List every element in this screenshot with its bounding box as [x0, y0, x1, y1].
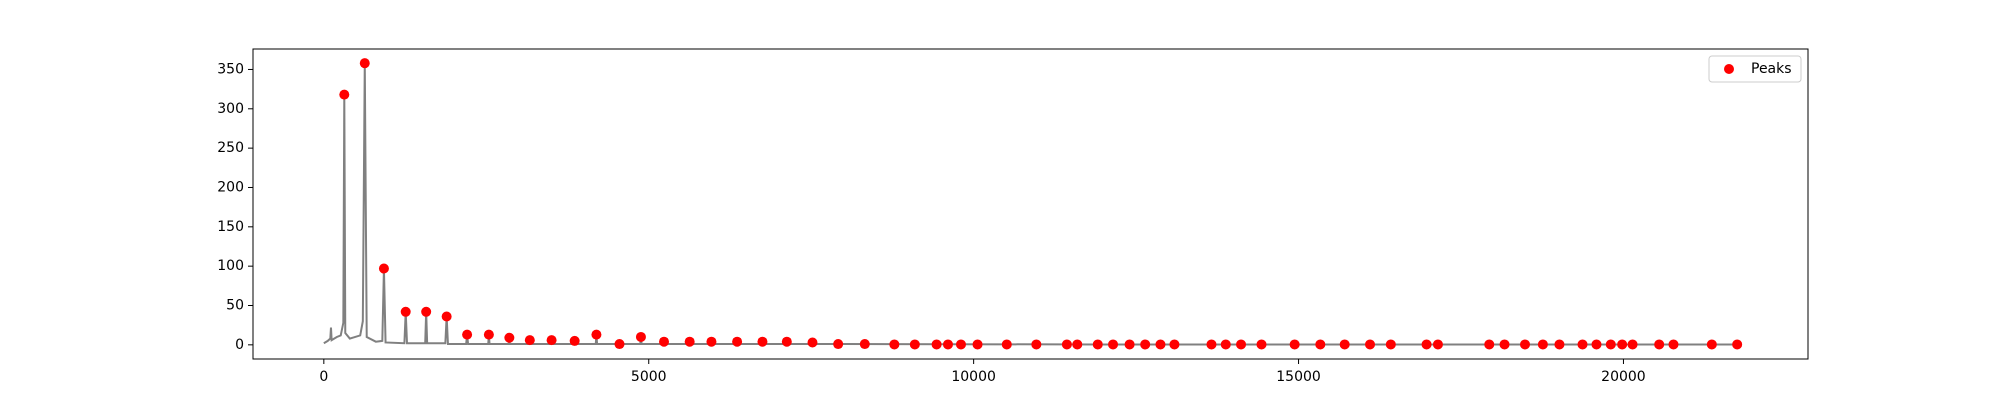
- peak-marker: [546, 335, 557, 346]
- legend-marker: [1724, 64, 1734, 74]
- peak-marker: [732, 336, 743, 347]
- peak-marker: [1289, 339, 1300, 350]
- peak-marker: [462, 329, 473, 340]
- peak-marker: [1365, 339, 1376, 350]
- peak-marker: [524, 335, 535, 346]
- x-tick-label: 15000: [1276, 369, 1321, 385]
- y-tick-label: 100: [217, 258, 244, 274]
- peak-marker: [1421, 339, 1432, 350]
- peak-marker: [1236, 339, 1247, 350]
- peak-marker: [378, 263, 389, 274]
- peak-marker: [1031, 339, 1042, 350]
- peak-marker: [483, 329, 494, 340]
- plot-area: [323, 58, 1743, 350]
- peak-marker: [781, 336, 792, 347]
- peak-marker: [339, 89, 350, 100]
- peak-marker: [972, 339, 983, 350]
- legend-box: [1708, 55, 1802, 83]
- peak-marker: [400, 306, 411, 317]
- peak-marker: [1385, 339, 1396, 350]
- peak-marker: [1315, 339, 1326, 350]
- peak-marker: [504, 332, 515, 343]
- peak-marker: [1591, 339, 1602, 350]
- peak-marker: [1432, 339, 1443, 350]
- y-tick-label: 350: [217, 61, 244, 77]
- peak-marker: [1140, 339, 1151, 350]
- y-tick-label: 150: [217, 219, 244, 235]
- peak-marker: [833, 339, 844, 350]
- peak-marker: [1732, 339, 1743, 350]
- peak-marker: [706, 336, 717, 347]
- peak-marker: [569, 335, 580, 346]
- peak-marker: [614, 339, 625, 350]
- legend-label: Peaks: [1751, 61, 1792, 77]
- peak-marker: [635, 331, 646, 342]
- peak-marker: [1706, 339, 1717, 350]
- x-tick-label: 0: [319, 369, 328, 385]
- peak-marker: [942, 339, 953, 350]
- y-tick-label: 250: [217, 140, 244, 156]
- peak-marker: [1484, 339, 1495, 350]
- peak-marker: [1256, 339, 1267, 350]
- axes-frame: [252, 48, 1809, 360]
- peak-marker: [1617, 339, 1628, 350]
- peak-marker: [1072, 339, 1083, 350]
- peak-marker: [1061, 339, 1072, 350]
- peak-marker: [1627, 339, 1638, 350]
- y-tick-label: 200: [217, 179, 244, 195]
- y-tick-label: 300: [217, 101, 244, 117]
- peak-marker: [955, 339, 966, 350]
- peak-marker: [1577, 339, 1588, 350]
- peak-marker: [659, 336, 670, 347]
- peak-marker: [1339, 339, 1350, 350]
- peak-marker: [889, 339, 900, 350]
- peak-marker: [931, 339, 942, 350]
- peak-marker: [421, 306, 432, 317]
- peak-marker: [441, 311, 452, 322]
- peak-marker: [1668, 339, 1679, 350]
- peak-marker: [1001, 339, 1012, 350]
- peak-marker: [1654, 339, 1665, 350]
- peak-marker: [1605, 339, 1616, 350]
- peak-marker: [684, 336, 695, 347]
- peak-marker: [859, 339, 870, 350]
- peak-marker: [807, 337, 818, 348]
- peak-marker: [1554, 339, 1565, 350]
- peak-marker: [1169, 339, 1180, 350]
- peak-marker: [1520, 339, 1531, 350]
- y-tick-label: 0: [235, 337, 244, 353]
- y-tick-label: 50: [226, 297, 244, 313]
- peak-marker: [1537, 339, 1548, 350]
- peak-marker: [591, 329, 602, 340]
- peak-marker: [757, 336, 768, 347]
- peak-marker: [1124, 339, 1135, 350]
- peak-marker: [1499, 339, 1510, 350]
- peak-marker: [359, 58, 370, 69]
- peak-marker: [1206, 339, 1217, 350]
- peak-marker: [1220, 339, 1231, 350]
- peak-marker: [1092, 339, 1103, 350]
- x-tick-label: 10000: [951, 369, 996, 385]
- peak-marker: [1155, 339, 1166, 350]
- x-tick-label: 20000: [1601, 369, 1646, 385]
- peak-marker: [1108, 339, 1119, 350]
- peak-marker: [909, 339, 920, 350]
- x-tick-label: 5000: [631, 369, 667, 385]
